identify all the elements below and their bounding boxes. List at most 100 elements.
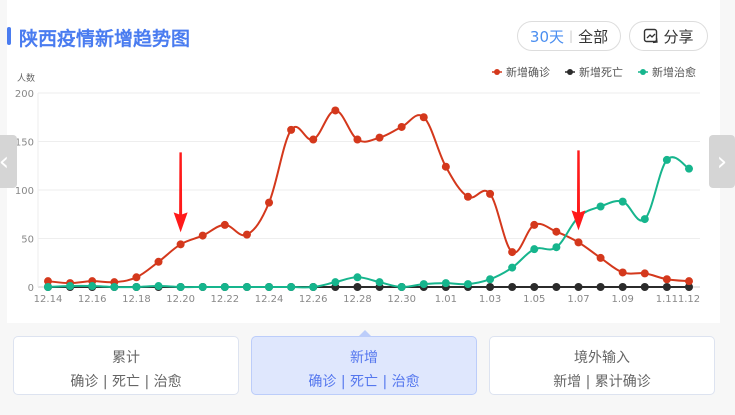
- x-tick-label: 12.14: [34, 294, 63, 305]
- data-point: [375, 133, 384, 142]
- data-point: [419, 280, 428, 289]
- chevron-left-icon: ‹: [0, 147, 9, 177]
- data-point: [640, 283, 649, 291]
- data-point: [685, 277, 693, 286]
- data-point: [574, 238, 583, 247]
- data-point: [176, 240, 185, 249]
- y-tick-label: 200: [15, 89, 34, 100]
- data-point: [552, 283, 561, 291]
- data-point: [662, 283, 671, 291]
- data-point: [265, 283, 274, 291]
- data-point: [110, 283, 119, 291]
- next-chart-button[interactable]: ›: [709, 135, 735, 188]
- tab-subtitle: 确诊 | 死亡 | 治愈: [308, 374, 420, 390]
- x-tick-label: 1.12: [678, 294, 700, 305]
- annotation-arrow: [571, 150, 586, 231]
- data-point: [132, 283, 141, 291]
- tab-imported[interactable]: 境外输入 新增 | 累计确诊: [489, 336, 715, 395]
- x-tick-label: 12.30: [387, 294, 416, 305]
- x-tick-label: 12.28: [343, 294, 372, 305]
- data-point: [640, 215, 649, 224]
- data-point: [508, 248, 517, 257]
- tab-title: 新增: [350, 350, 378, 366]
- data-point: [242, 230, 251, 239]
- x-tick-label: 1.01: [435, 294, 457, 305]
- range-separator: |: [569, 29, 574, 43]
- x-tick-label: 1.07: [567, 294, 589, 305]
- legend-marker: [640, 69, 646, 75]
- y-tick-label: 150: [15, 138, 34, 149]
- data-point: [419, 113, 428, 122]
- data-point: [685, 164, 693, 173]
- prev-chart-button[interactable]: ‹: [0, 135, 17, 188]
- x-tick-label: 12.16: [78, 294, 107, 305]
- data-point: [441, 279, 450, 288]
- legend-label: 新增确诊: [506, 65, 550, 79]
- data-point: [154, 257, 163, 266]
- data-point: [662, 155, 671, 164]
- data-point: [618, 197, 627, 206]
- x-tick-label: 1.11: [656, 294, 678, 305]
- tab-new[interactable]: 新增 确诊 | 死亡 | 治愈: [251, 336, 477, 395]
- x-tick-label: 12.22: [211, 294, 240, 305]
- data-point: [486, 189, 495, 198]
- y-tick-label: 50: [21, 235, 34, 246]
- data-point: [44, 277, 52, 286]
- legend-label: 新增死亡: [579, 65, 623, 79]
- data-point: [441, 162, 450, 171]
- data-point: [154, 282, 163, 291]
- y-tick-label: 100: [15, 186, 34, 197]
- data-point: [486, 275, 495, 284]
- data-point: [552, 227, 561, 236]
- title-accent-bar: [7, 27, 11, 45]
- range-selector[interactable]: 30天 | 全部: [517, 21, 621, 51]
- data-point: [287, 283, 296, 291]
- data-point: [353, 283, 362, 291]
- data-point: [331, 106, 340, 115]
- data-point: [353, 273, 362, 282]
- data-point: [662, 275, 671, 284]
- x-tick-label: 1.09: [612, 294, 634, 305]
- data-point: [309, 283, 318, 291]
- data-point: [552, 243, 561, 252]
- data-point: [176, 283, 185, 291]
- share-button[interactable]: 分享: [629, 21, 708, 51]
- legend-marker: [494, 69, 500, 75]
- data-point: [618, 283, 627, 291]
- data-point: [530, 220, 539, 229]
- data-point: [530, 245, 539, 254]
- tab-cumulative[interactable]: 累计 确诊 | 死亡 | 治愈: [13, 336, 239, 395]
- share-icon: [644, 28, 659, 44]
- share-label: 分享: [663, 27, 694, 46]
- x-tick-label: 1.05: [523, 294, 545, 305]
- data-point: [331, 278, 340, 287]
- x-tick-label: 12.20: [166, 294, 195, 305]
- data-point: [618, 268, 627, 277]
- x-tick-label: 12.24: [255, 294, 284, 305]
- data-point: [66, 282, 75, 291]
- page-title: 陕西疫情新增趋势图: [19, 28, 191, 50]
- data-point: [309, 135, 318, 144]
- range-30-days[interactable]: 30天: [529, 27, 565, 46]
- legend-item: 新增确诊: [492, 65, 550, 79]
- data-point: [685, 283, 693, 291]
- data-point: [596, 202, 605, 211]
- y-axis-label: 人数: [17, 72, 35, 84]
- data-point: [198, 283, 207, 291]
- data-point: [596, 253, 605, 262]
- data-point: [397, 122, 406, 131]
- range-all[interactable]: 全部: [578, 27, 609, 46]
- tab-title: 境外输入: [574, 350, 630, 366]
- active-tab-pointer: [359, 330, 371, 336]
- x-tick-label: 12.26: [299, 294, 328, 305]
- legend-item: 新增治愈: [638, 65, 696, 79]
- series-line: [47, 156, 690, 289]
- x-tick-label: 1.03: [479, 294, 501, 305]
- data-point: [220, 283, 229, 291]
- data-point: [508, 283, 517, 291]
- data-point: [530, 283, 539, 291]
- legend-marker: [567, 69, 573, 75]
- data-point: [88, 282, 97, 291]
- x-tick-label: 12.18: [122, 294, 151, 305]
